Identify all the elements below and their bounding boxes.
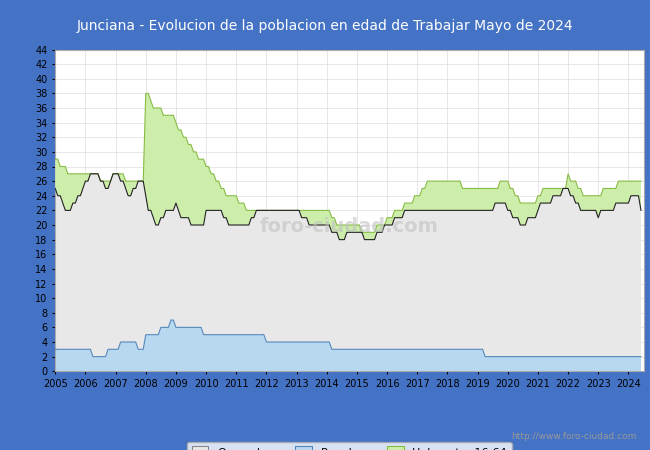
Legend: Ocupados, Parados, Hab. entre 16-64: Ocupados, Parados, Hab. entre 16-64	[187, 442, 512, 450]
Text: Junciana - Evolucion de la poblacion en edad de Trabajar Mayo de 2024: Junciana - Evolucion de la poblacion en …	[77, 19, 573, 33]
Text: foro-ciudad.com: foro-ciudad.com	[260, 217, 439, 236]
Text: http://www.foro-ciudad.com: http://www.foro-ciudad.com	[512, 432, 637, 441]
